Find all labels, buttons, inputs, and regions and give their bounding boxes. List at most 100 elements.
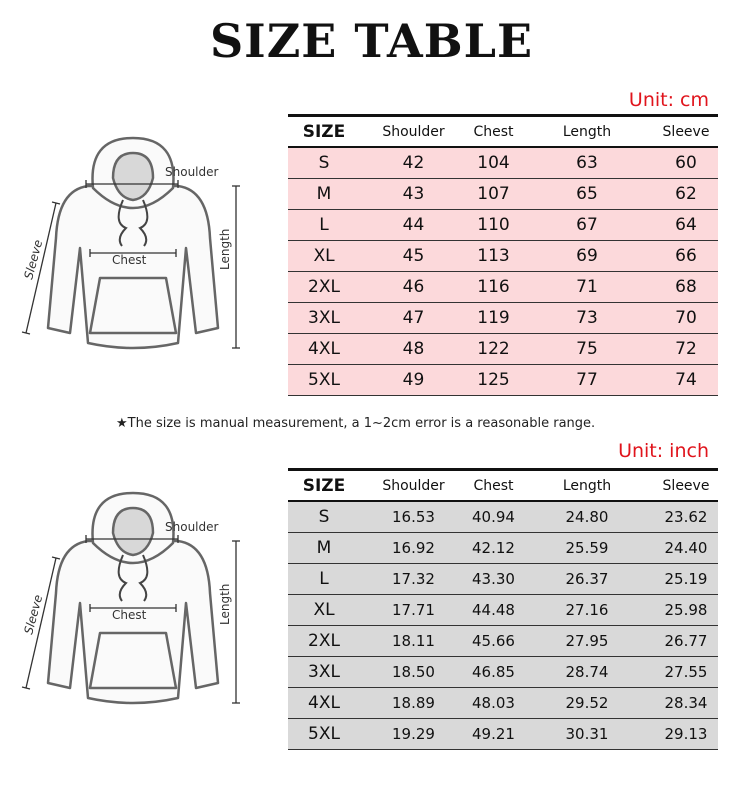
table-cell: 104 [477,153,510,173]
table-cell: 16.53 [392,508,435,526]
table-cell: 18.50 [392,663,435,681]
table-cell: 116 [477,277,510,297]
table-row: M 43 107 65 62 [288,179,718,210]
table-cell: 62 [675,184,697,204]
sleeve-label: Sleeve [21,593,45,635]
table-cell: 67 [576,215,598,235]
table-cell: 72 [675,339,697,359]
size-table-inch: SIZE Shoulder Chest Length Sleeve S 16.53 40.94… [288,468,718,750]
unit-label-cm: Unit: cm [628,89,709,111]
table-cell: 18.89 [392,694,435,712]
table-cell: 27.95 [565,632,609,650]
table-row: S 42 104 63 60 [288,148,718,179]
column-header: Shoulder [382,477,445,494]
table-cell: 73 [576,308,598,328]
table-cell: 16.92 [392,539,435,557]
table-cell: 42 [402,153,425,173]
sleeve-label: Sleeve [21,238,45,280]
table-cell: 74 [675,370,697,390]
table-row: S 16.53 40.94 24.80 23.62 [288,502,718,533]
table-cell: 19.29 [392,725,435,743]
table-cell: 125 [477,370,510,390]
table-cell: S [318,153,330,173]
table-cell: L [319,215,329,235]
chest-label: Chest [112,253,147,267]
table-cell: 65 [576,184,598,204]
table-row: 5XL 19.29 49.21 30.31 29.13 [288,719,718,750]
table-cell: 28.34 [664,694,708,712]
shoulder-label: Shoulder [165,520,219,534]
table-row: XL 17.71 44.48 27.16 25.98 [288,595,718,626]
table-cell: 68 [675,277,697,297]
table-cell: 48 [402,339,425,359]
table-cell: 46.85 [472,663,515,681]
table-cell: 18.11 [392,632,435,650]
table-cell: 24.80 [565,508,609,526]
table-row: XL 45 113 69 66 [288,241,718,272]
table-cell: 113 [477,246,510,266]
table-cell: 49 [402,370,425,390]
table-cell: 122 [477,339,510,359]
table-cell: M [316,184,332,204]
table-cell: 69 [576,246,598,266]
column-header: Shoulder [382,123,445,140]
table-cell: 64 [675,215,697,235]
column-header: Length [562,123,612,140]
table-cell: 42.12 [472,539,515,557]
table-row: 3XL 47 119 73 70 [288,303,718,334]
table-cell: L [319,569,329,589]
table-row: 2XL 46 116 71 68 [288,272,718,303]
column-header: Sleeve [662,123,710,140]
table-cell: 70 [675,308,697,328]
table-row: 4XL 18.89 48.03 29.52 28.34 [288,688,718,719]
hoodie-diagram-inch: Shoulder Chest Length Sleeve [18,483,248,723]
column-header: SIZE [302,475,346,496]
table-cell: 63 [576,153,598,173]
table-cell: 17.71 [392,601,435,619]
table-row: 5XL 49 125 77 74 [288,365,718,396]
length-label: Length [218,229,232,270]
table-cell: 119 [477,308,510,328]
table-cell: 17.32 [392,570,435,588]
table-cell: 44 [402,215,425,235]
table-cell: 77 [576,370,598,390]
column-header: Chest [473,477,514,494]
table-cell: 29.13 [664,725,708,743]
column-header: Length [562,477,612,494]
table-cell: 2XL [308,631,340,651]
table-cell: 40.94 [472,508,515,526]
table-cell: 26.37 [565,570,609,588]
table-cell: 24.40 [664,539,708,557]
table-cell: 44.48 [472,601,515,619]
table-cell: 107 [477,184,510,204]
table-cell: 43.30 [472,570,515,588]
table-cell: M [316,538,332,558]
table-cell: 2XL [308,277,340,297]
column-header: Chest [473,123,514,140]
hoodie-diagram-icon: Shoulder Chest Length Sleeve [21,491,240,705]
table-cell: 48.03 [472,694,515,712]
table-cell: 3XL [308,662,340,682]
table-cell: 30.31 [565,725,609,743]
table-cell: 5XL [308,370,340,390]
table-cell: 45.66 [472,632,515,650]
table-cell: 29.52 [565,694,609,712]
measurement-note: ★The size is manual measurement, a 1~2cm… [116,416,596,431]
table-cell: 71 [576,277,598,297]
table-row: 3XL 18.50 46.85 28.74 27.55 [288,657,718,688]
table-cell: 25.59 [565,539,609,557]
table-row: L 44 110 67 64 [288,210,718,241]
table-cell: 23.62 [664,508,708,526]
table-cell: 46 [402,277,425,297]
table-cell: 27.16 [565,601,609,619]
table-cell: 3XL [308,308,340,328]
table-cell: 43 [402,184,425,204]
table-cell: 5XL [308,724,340,744]
column-header: SIZE [302,121,346,142]
table-cell: 47 [402,308,425,328]
table-row: M 16.92 42.12 25.59 24.40 [288,533,718,564]
table-cell: S [318,507,330,527]
table-cell: XL [313,600,335,620]
table-cell: XL [313,246,335,266]
table-cell: 60 [675,153,697,173]
